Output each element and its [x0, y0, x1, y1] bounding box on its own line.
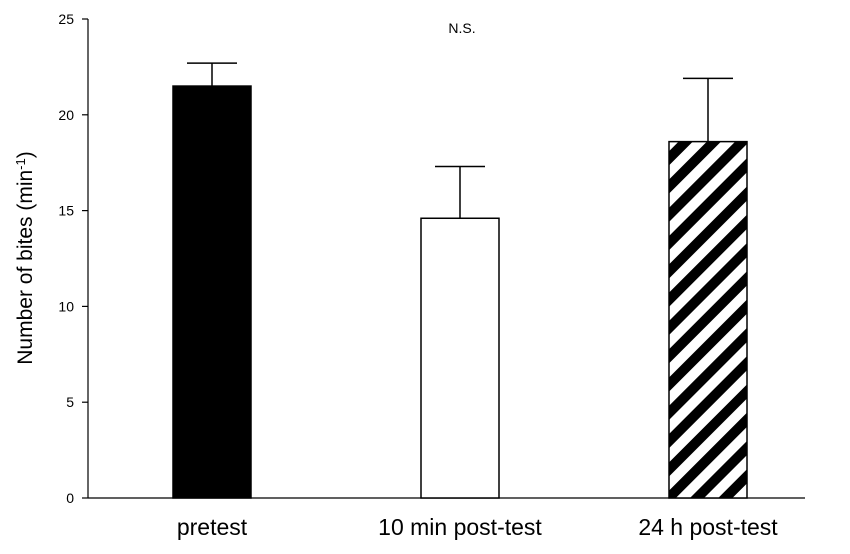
y-tick-label: 0	[66, 490, 74, 506]
x-tick-labels: pretest 10 min post-test 24 h post-test	[177, 514, 778, 540]
y-axis-title-superscript: -1	[13, 158, 28, 170]
y-tick-label: 15	[58, 203, 74, 219]
y-tick-label: 25	[58, 11, 74, 27]
bar-pretest	[172, 85, 252, 499]
bars	[172, 85, 748, 499]
y-ticks: 0 5 10 15 20 25	[58, 11, 88, 506]
y-axis-title-close: )	[14, 151, 37, 158]
y-axis-title: Number of bites (min-1)	[13, 151, 38, 364]
x-tick-label: 24 h post-test	[638, 514, 778, 540]
error-bars	[187, 62, 733, 219]
y-axis-title-main: Number of bites (min	[14, 170, 37, 365]
x-tick-label: pretest	[177, 514, 248, 540]
y-tick-label: 10	[58, 298, 74, 314]
y-tick-label: 20	[58, 107, 74, 123]
bar-24-h-post-test	[668, 140, 748, 499]
annotation-ns: N.S.	[448, 20, 475, 36]
bar-10-min-post-test	[420, 217, 500, 499]
x-tick-label: 10 min post-test	[378, 514, 542, 540]
y-tick-label: 5	[66, 394, 74, 410]
